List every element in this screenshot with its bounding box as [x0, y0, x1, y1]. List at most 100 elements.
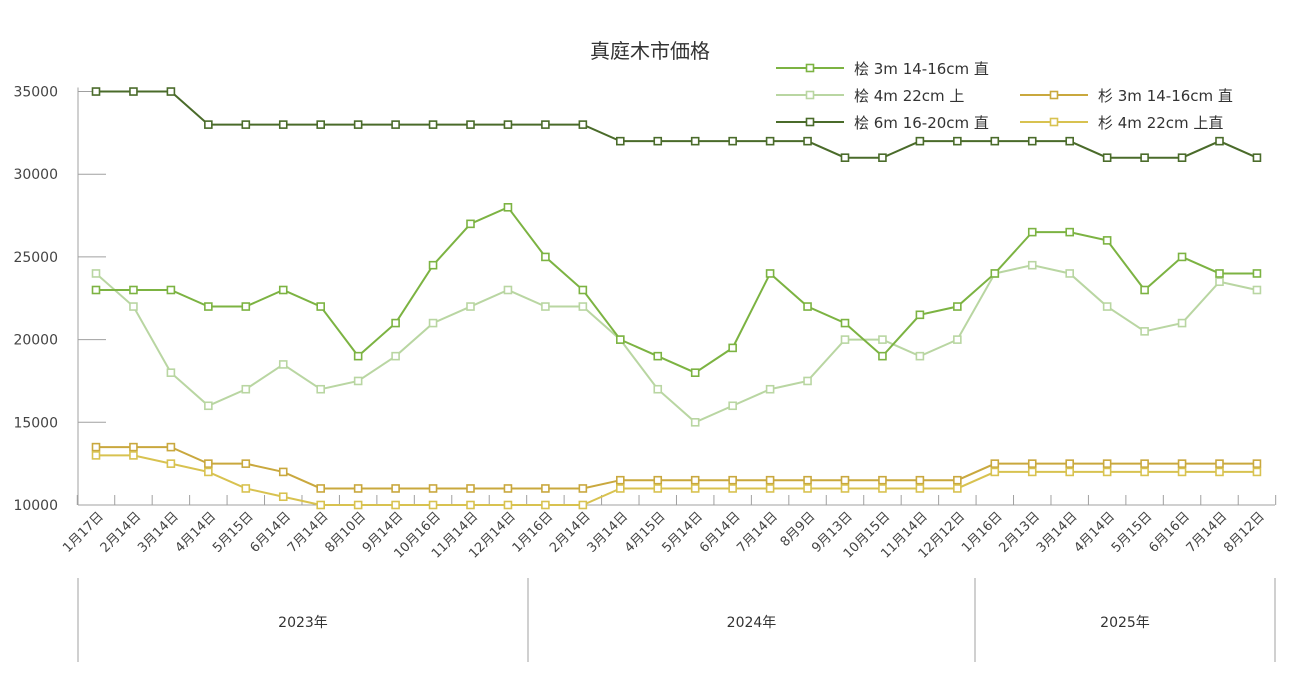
x-tick-label: 6月14日 [248, 509, 295, 556]
data-point [915, 484, 925, 493]
y-tick-label: 20000 [13, 333, 58, 349]
data-point [1252, 467, 1262, 477]
data-point [1027, 136, 1037, 146]
data-point [915, 475, 925, 485]
data-point [1140, 459, 1149, 468]
data-point [204, 302, 213, 311]
data-point [1177, 252, 1187, 262]
data-point [353, 484, 363, 493]
data-point [803, 484, 812, 493]
x-tick-label: 3月14日 [585, 509, 632, 556]
y-tick-label: 10000 [13, 498, 58, 514]
data-point [1102, 467, 1112, 477]
data-point [578, 285, 588, 295]
data-point [690, 475, 700, 485]
data-point [765, 136, 775, 146]
data-point [578, 302, 588, 311]
x-tick-label: 8月10日 [322, 509, 369, 556]
y-tick-label: 25000 [13, 250, 58, 266]
x-tick-label: 3月14日 [1034, 509, 1081, 556]
data-point [1065, 459, 1074, 468]
data-point [316, 120, 326, 129]
legend-item: 桧 3m 14-16cm 直 [776, 60, 989, 78]
data-point [166, 459, 176, 468]
data-point [353, 500, 363, 510]
series-2 [91, 87, 1262, 162]
data-point [129, 285, 138, 295]
legend-label: 杉 3m 14-16cm 直 [1098, 87, 1233, 105]
x-tick-label: 1月16日 [510, 509, 557, 556]
x-tick-label: 7月14日 [734, 509, 781, 556]
data-point [428, 484, 438, 493]
data-point [503, 500, 513, 510]
data-point [278, 120, 288, 129]
data-point [690, 418, 700, 427]
data-point [1215, 136, 1224, 146]
data-point [878, 484, 887, 493]
series-line [96, 90, 1258, 159]
x-tick-label: 1月16日 [959, 509, 1006, 556]
y-tick-label: 30000 [13, 167, 58, 183]
data-point [204, 120, 213, 129]
x-tick-label: 4月15日 [622, 509, 669, 556]
data-point [391, 318, 400, 328]
data-point [1140, 327, 1149, 336]
data-point [1177, 467, 1187, 477]
data-point [241, 120, 251, 129]
data-point [278, 492, 288, 502]
legend-label: 桧 4m 22cm 上 [854, 87, 964, 105]
x-tick-label: 7月14日 [1184, 509, 1231, 556]
data-point [803, 302, 812, 311]
y-tick-label: 35000 [13, 85, 58, 101]
data-point [1140, 467, 1149, 477]
data-point [391, 484, 400, 493]
data-point [878, 153, 887, 162]
data-point [615, 475, 625, 485]
data-point [466, 302, 475, 311]
data-point [316, 500, 326, 510]
data-point [615, 484, 625, 493]
data-point [803, 376, 812, 386]
data-point [316, 484, 326, 493]
data-point [615, 136, 625, 146]
data-point [428, 500, 438, 510]
data-point [204, 467, 213, 477]
data-point [353, 376, 363, 386]
legend-swatch-marker [1049, 90, 1059, 100]
data-point [953, 302, 962, 311]
data-point [204, 459, 213, 468]
data-point [690, 484, 700, 493]
data-point [728, 343, 737, 353]
data-point [1102, 153, 1112, 162]
legend-swatch-marker [805, 63, 815, 73]
data-point [615, 335, 625, 344]
data-point [1065, 269, 1074, 278]
data-point [1102, 302, 1112, 311]
data-point [953, 484, 962, 493]
x-tick-label: 2月14日 [547, 509, 594, 556]
data-point [541, 252, 550, 262]
data-point [541, 120, 550, 129]
data-point [915, 351, 925, 361]
year-label: 2024年 [727, 615, 777, 631]
data-point [803, 475, 812, 485]
legend-item: 杉 4m 22cm 上直 [1020, 114, 1223, 132]
data-point [578, 500, 588, 510]
data-point [541, 484, 550, 493]
data-point [1215, 269, 1224, 278]
data-point [1177, 318, 1187, 328]
data-point [840, 475, 850, 485]
data-point [391, 120, 400, 129]
data-point [915, 310, 925, 320]
data-point [1065, 136, 1074, 146]
data-point [728, 136, 737, 146]
data-point [690, 136, 700, 146]
data-point [1065, 467, 1074, 477]
x-tick-label: 6月16日 [1146, 509, 1193, 556]
data-point [466, 219, 475, 229]
data-point [765, 475, 775, 485]
x-tick-label: 5月14日 [659, 509, 706, 556]
x-tick-label: 2月13日 [997, 509, 1044, 556]
data-point [953, 335, 962, 344]
